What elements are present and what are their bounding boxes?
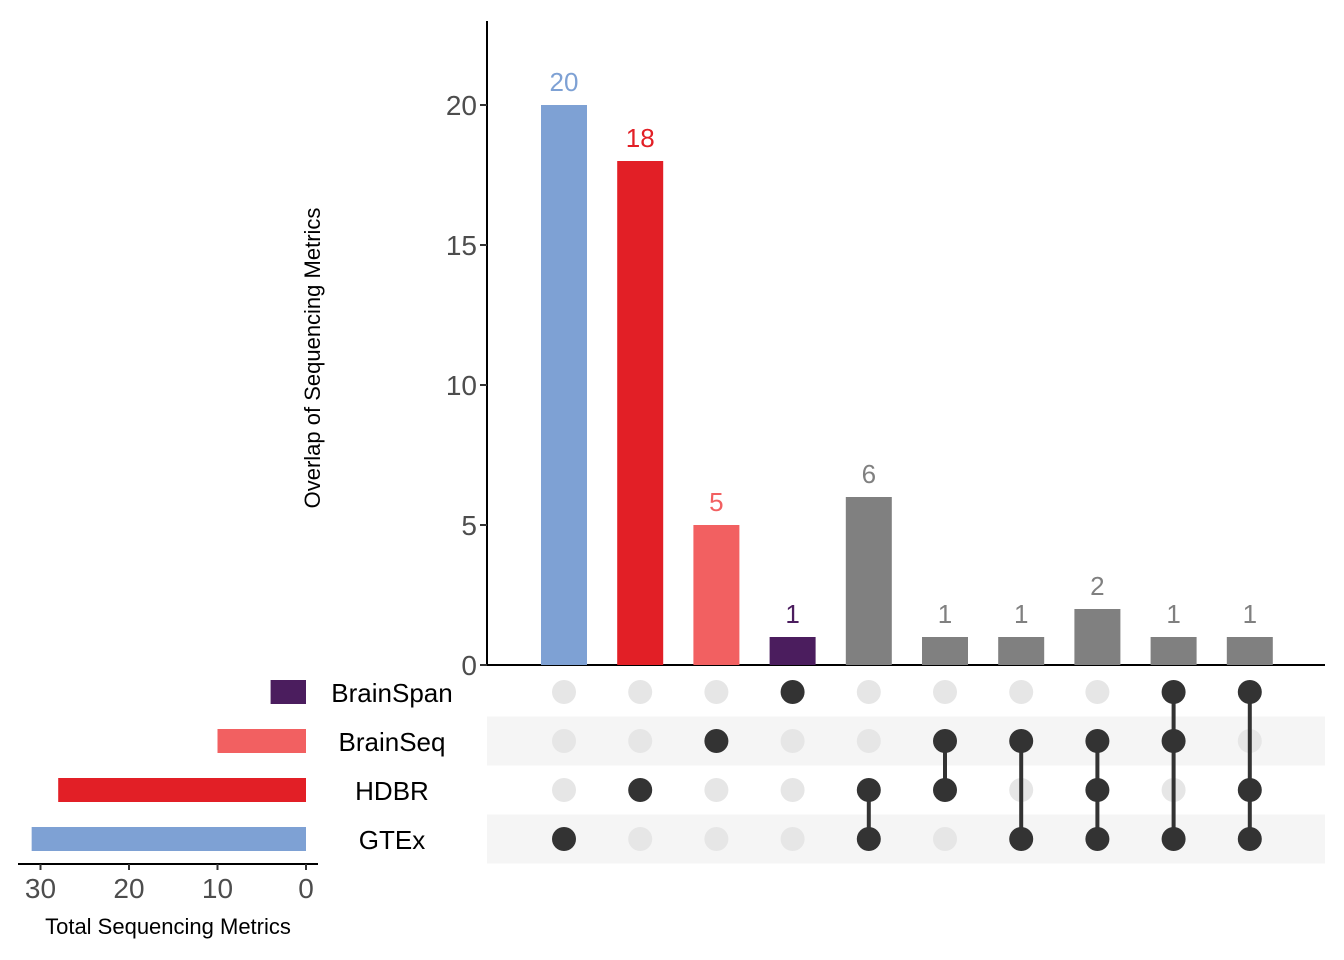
y-tick-label-0: 0 — [461, 650, 477, 681]
matrix-dot-inactive-5-0 — [933, 680, 957, 704]
matrix-dot-active-5-1 — [933, 729, 957, 753]
intersection-bar-label-0: 20 — [550, 67, 579, 97]
set-size-bar-hdbr — [58, 778, 307, 802]
matrix-dot-active-8-0 — [1161, 680, 1186, 704]
intersection-bar-label-6: 1 — [1014, 599, 1028, 629]
intersection-bar-1 — [617, 161, 664, 665]
matrix-dot-active-9-2 — [1237, 778, 1262, 802]
intersection-bar-9 — [1226, 637, 1273, 665]
set-size-bars — [31, 680, 307, 851]
intersection-bar-label-5: 1 — [938, 599, 952, 629]
intersection-bars — [541, 105, 1273, 665]
matrix-dot-active-9-3 — [1237, 827, 1262, 851]
matrix-dot-inactive-1-3 — [628, 827, 653, 851]
intersection-bar-2 — [693, 525, 740, 665]
matrix-dot-active-5-2 — [933, 778, 957, 802]
intersection-matrix — [552, 680, 1262, 851]
intersection-bar-0 — [541, 105, 587, 665]
set-size-axis-title: Total Sequencing Metrics — [45, 914, 291, 939]
intersection-bar-5 — [922, 637, 968, 665]
intersection-bar-label-9: 1 — [1243, 599, 1257, 629]
matrix-dot-active-6-1 — [1009, 729, 1034, 753]
y-tick-label-15: 15 — [446, 230, 477, 261]
y-tick-label-20: 20 — [446, 90, 477, 121]
matrix-dot-inactive-3-2 — [780, 778, 805, 802]
intersection-bar-label-1: 18 — [626, 123, 655, 153]
matrix-dot-inactive-7-0 — [1085, 680, 1110, 704]
set-size-bar-brainspan — [270, 680, 306, 704]
matrix-dot-inactive-2-3 — [704, 827, 729, 851]
matrix-dot-inactive-0-1 — [552, 729, 576, 753]
intersection-bar-4 — [845, 497, 892, 665]
matrix-dot-inactive-1-1 — [628, 729, 653, 753]
matrix-dot-inactive-3-1 — [780, 729, 805, 753]
intersection-bar-label-7: 2 — [1090, 571, 1104, 601]
matrix-dot-active-6-3 — [1009, 827, 1034, 851]
matrix-dot-active-4-2 — [856, 778, 881, 802]
matrix-stripe-3 — [487, 814, 1325, 864]
y-axis-title: Overlap of Sequencing Metrics — [300, 208, 325, 509]
matrix-dot-active-7-3 — [1085, 827, 1110, 851]
intersection-bar-label-2: 5 — [709, 487, 723, 517]
matrix-dot-inactive-4-1 — [856, 729, 881, 753]
matrix-dot-inactive-4-0 — [856, 680, 881, 704]
set-size-axis: 30 20 10 0 — [18, 863, 318, 904]
set-size-tick-label-3: 0 — [298, 873, 314, 904]
matrix-stripe-1 — [487, 716, 1325, 766]
set-size-tick-label-0: 30 — [25, 873, 56, 904]
y-tick-label-5: 5 — [461, 510, 477, 541]
matrix-dot-active-8-3 — [1161, 827, 1186, 851]
intersection-bar-label-3: 1 — [785, 599, 799, 629]
matrix-stripes — [487, 716, 1325, 864]
matrix-dot-active-7-2 — [1085, 778, 1110, 802]
matrix-dot-active-8-1 — [1161, 729, 1186, 753]
matrix-dot-active-4-3 — [856, 827, 881, 851]
matrix-dot-active-3-0 — [780, 680, 805, 704]
matrix-dot-active-1-2 — [628, 778, 653, 802]
set-size-bar-gtex — [31, 827, 307, 851]
intersection-bar-7 — [1074, 609, 1121, 665]
matrix-dot-inactive-3-3 — [780, 827, 805, 851]
intersection-bar-8 — [1150, 637, 1197, 665]
matrix-dot-inactive-2-0 — [704, 680, 729, 704]
matrix-dot-inactive-2-2 — [704, 778, 729, 802]
matrix-dot-inactive-0-0 — [552, 680, 576, 704]
matrix-dot-inactive-5-3 — [933, 827, 957, 851]
set-label-hdbr: HDBR — [355, 776, 429, 806]
set-labels: BrainSpan BrainSeq HDBR GTEx — [331, 678, 452, 855]
matrix-dot-inactive-1-0 — [628, 680, 653, 704]
set-label-brainspan: BrainSpan — [331, 678, 452, 708]
set-size-tick-label-2: 10 — [202, 873, 233, 904]
set-label-brainseq: BrainSeq — [339, 727, 446, 757]
intersection-bar-6 — [998, 637, 1045, 665]
set-label-gtex: GTEx — [359, 825, 425, 855]
matrix-dot-active-0-3 — [552, 827, 576, 851]
y-tick-label-10: 10 — [446, 370, 477, 401]
matrix-dot-active-2-1 — [704, 729, 729, 753]
matrix-dot-inactive-0-2 — [552, 778, 576, 802]
matrix-dot-active-7-1 — [1085, 729, 1110, 753]
set-size-tick-label-1: 20 — [113, 873, 144, 904]
intersection-bar-label-4: 6 — [862, 459, 876, 489]
intersection-bar-label-8: 1 — [1166, 599, 1180, 629]
matrix-dot-active-9-0 — [1237, 680, 1262, 704]
intersection-bar-3 — [769, 637, 816, 665]
set-size-bar-brainseq — [217, 729, 306, 753]
matrix-dot-inactive-6-0 — [1009, 680, 1034, 704]
